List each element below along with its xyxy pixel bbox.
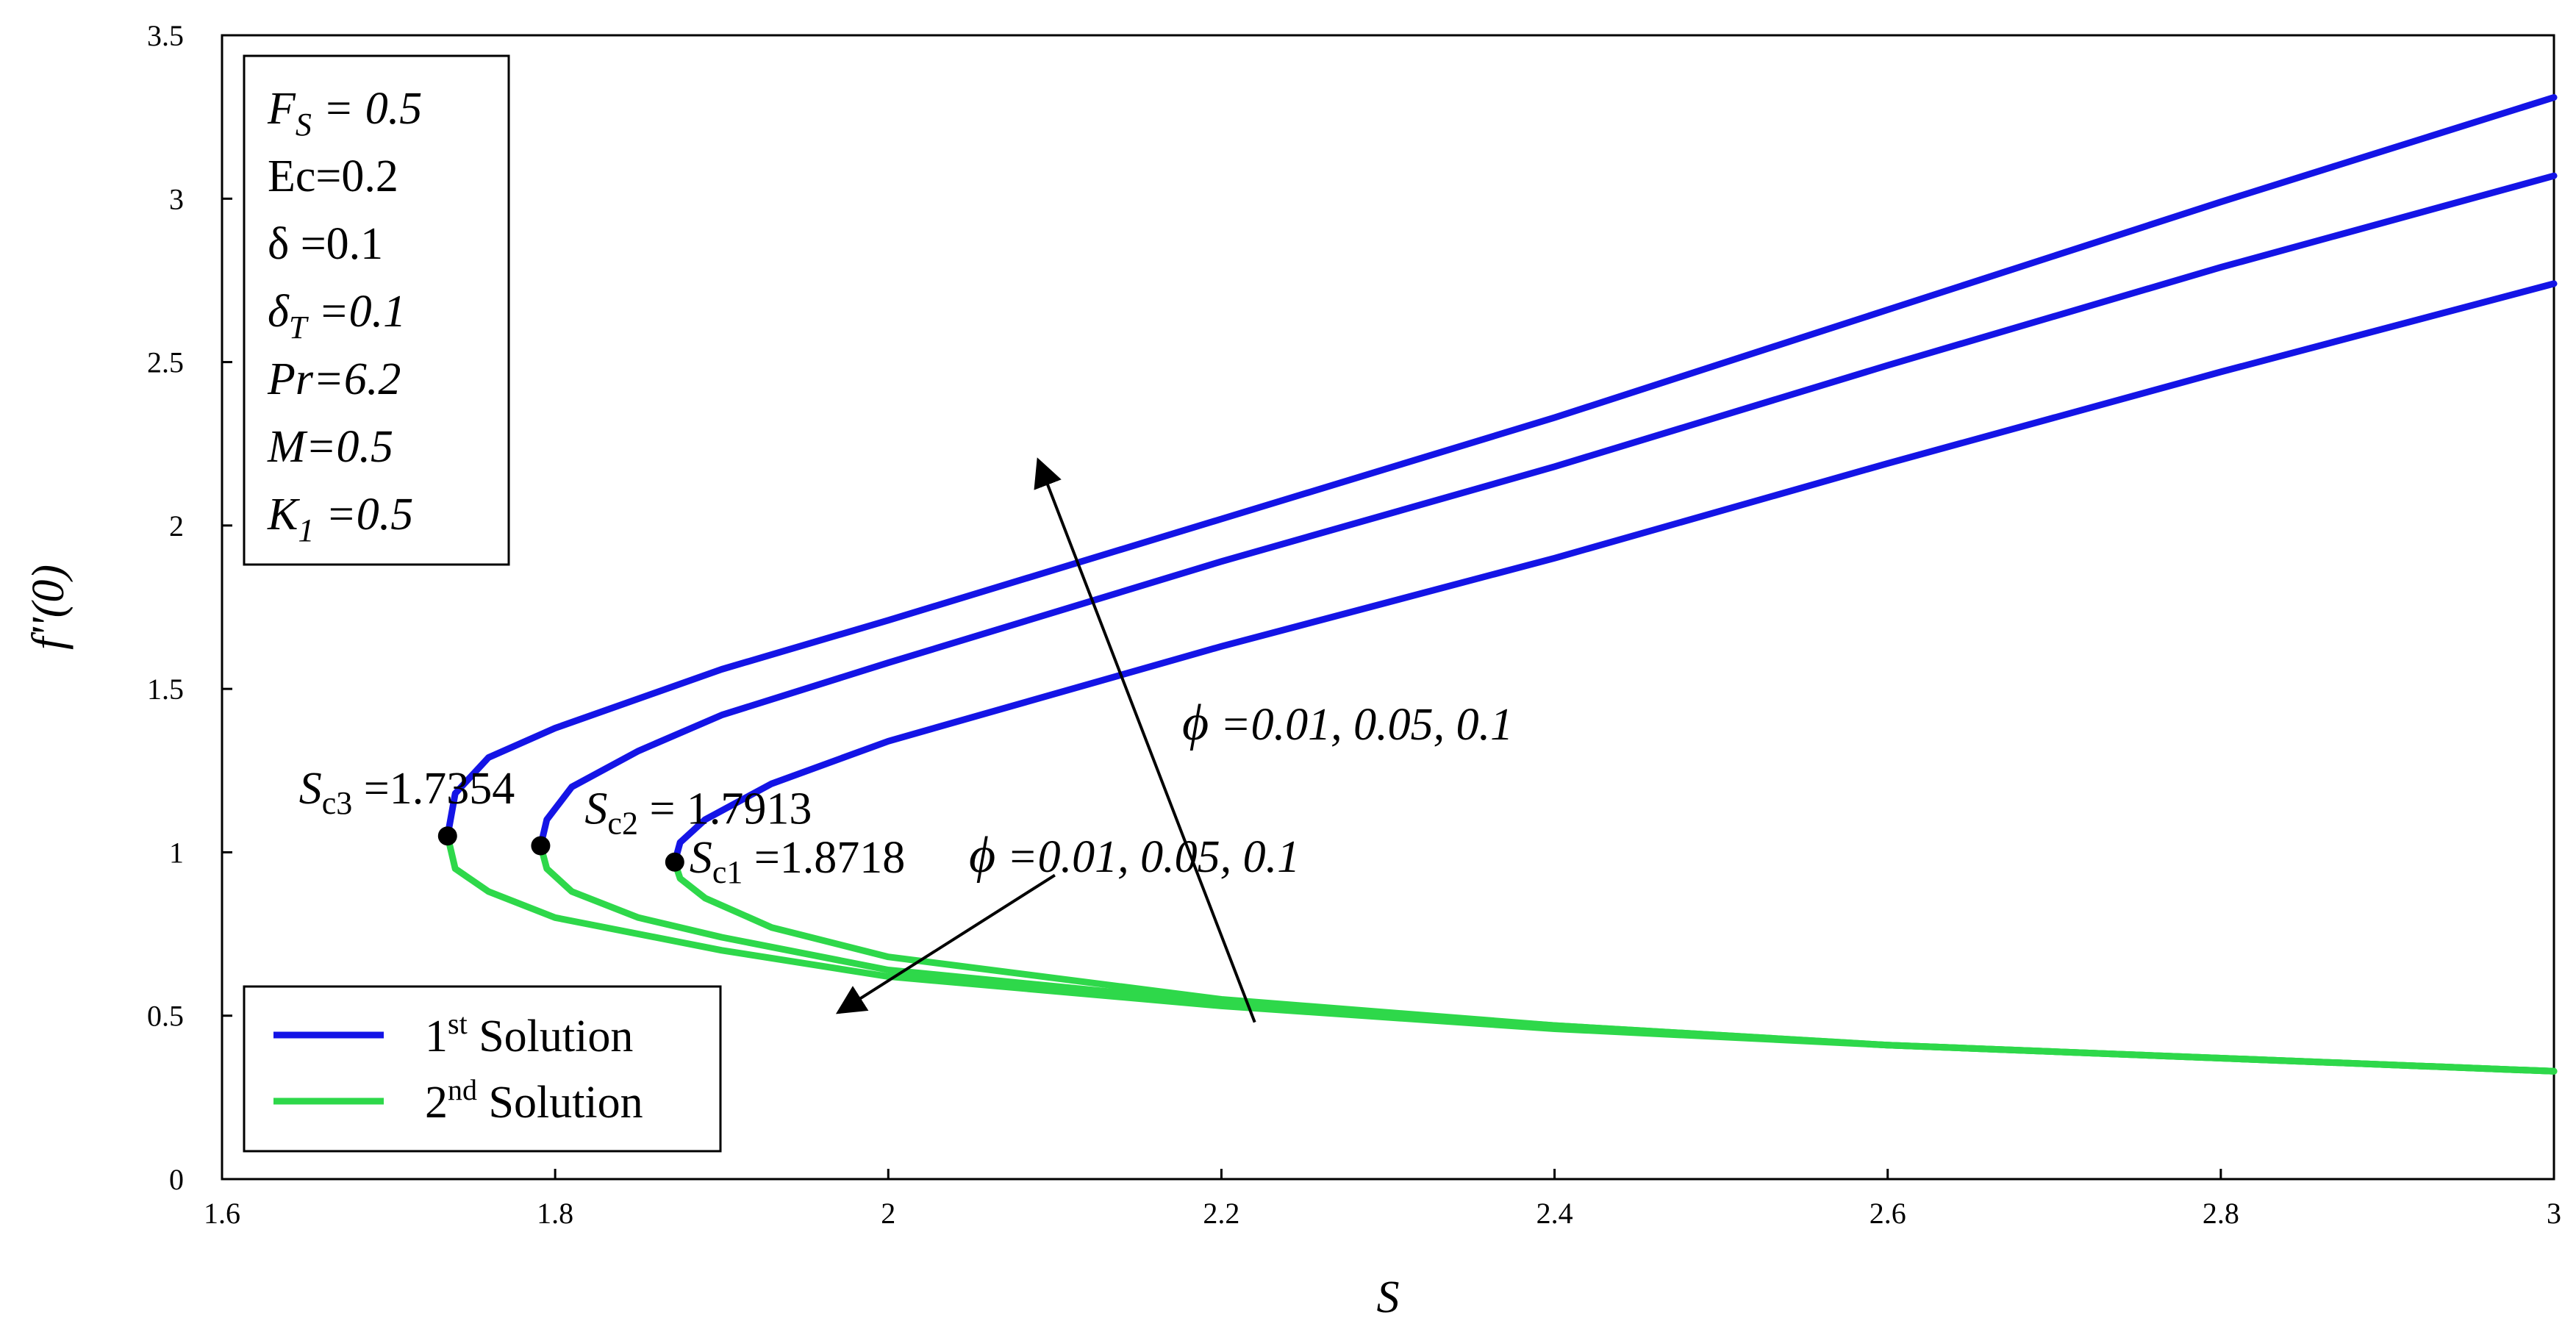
legend-ordinal: 2 [425, 1078, 448, 1128]
phi-arrow [1034, 457, 1256, 1023]
parameter-line: M=0.5 [267, 422, 393, 472]
phi-values: =0.01, 0.05, 0.1 [1209, 700, 1513, 750]
series-first-3-line [671, 280, 2558, 866]
critical-point-symbol: S [584, 784, 607, 834]
parameter-line: δ =0.1 [268, 219, 383, 269]
series-layer [444, 94, 2558, 1075]
parameter-line: K1 =0.5 [267, 490, 413, 548]
legend-superscript: st [448, 1007, 468, 1040]
parameter-value: =6.2 [313, 354, 401, 404]
critical-point-subscript: c1 [712, 854, 743, 890]
legend-text: Solution [477, 1078, 643, 1128]
parameter-value: =0.5 [314, 490, 413, 540]
y-axis-label: f''(0) [24, 565, 74, 650]
parameter-box: FS = 0.5Ec=0.2δ =0.1δT =0.1Pr=6.2M=0.5K1… [243, 54, 510, 566]
y-tick-label: 2.5 [147, 346, 184, 379]
critical-point-label: Sc1 =1.8718 [690, 833, 906, 890]
y-tick-label: 3.5 [147, 19, 184, 52]
parameter-subscript: T [289, 309, 310, 345]
legend-label-1: 1st Solution [425, 1007, 633, 1061]
critical-point-marker [437, 826, 457, 846]
parameter-value: =0.2 [315, 151, 398, 201]
y-tick-label: 1 [169, 836, 184, 869]
parameter-line: Pr=6.2 [267, 354, 401, 404]
series-first-1-line [444, 94, 2558, 839]
parameter-value: =0.5 [306, 422, 393, 472]
x-tick-label: 2.4 [1536, 1197, 1573, 1230]
x-tick-label: 2.2 [1203, 1197, 1239, 1230]
legend-frame [243, 985, 722, 1153]
y-tick-label: 2 [169, 509, 184, 543]
parameter-line: FS = 0.5 [267, 84, 422, 143]
x-tick-label: 2.6 [1870, 1197, 1906, 1230]
legend-superscript: nd [448, 1073, 477, 1106]
critical-point-label: Sc3 =1.7354 [299, 764, 515, 821]
parameter-value: = 0.5 [312, 84, 422, 134]
parameter-symbol: δ [268, 287, 290, 337]
parameter-line: δT =0.1 [268, 287, 406, 345]
critical-point-symbol: S [299, 764, 322, 814]
parameter-symbol: F [267, 84, 296, 134]
parameter-subscript: S [296, 107, 312, 143]
phi-values: =0.01, 0.05, 0.1 [995, 832, 1300, 882]
annotations: ϕ =0.01, 0.05, 0.1ϕ =0.01, 0.05, 0.1 [835, 457, 1513, 1023]
parameter-symbol: δ [268, 219, 289, 269]
legend-text: Solution [468, 1011, 634, 1061]
x-tick-label: 3 [2547, 1197, 2561, 1230]
x-tick-label: 1.6 [204, 1197, 240, 1230]
parameter-symbol: M [267, 422, 308, 472]
x-tick-label: 2 [881, 1197, 895, 1230]
critical-point-subscript: c3 [322, 785, 353, 821]
phi-symbol: ϕ [969, 827, 995, 884]
axes: 1.6 1.8 2 2.2 2.4 2.6 2.8 3 0 0.5 1 1.5 2 2.5 3 3.5 Sf''… [24, 19, 2561, 1322]
critical-point-marker [531, 836, 551, 856]
y-tick-label: 0 [169, 1163, 184, 1196]
x-axis-label: S [1377, 1272, 1400, 1322]
legend-label-2: 2nd Solution [425, 1073, 643, 1128]
y-tick-label: 3 [169, 182, 184, 215]
phi-symbol: ϕ [1182, 695, 1209, 751]
parameter-symbol: Pr [267, 354, 314, 404]
phi-arrow [835, 873, 1056, 1014]
critical-point-subscript: c2 [607, 806, 638, 842]
parameter-symbol: K [267, 490, 301, 540]
parameter-line: Ec=0.2 [268, 151, 398, 201]
critical-point-value: =1.7354 [352, 764, 515, 814]
critical-point-value: = 1.7913 [638, 784, 812, 834]
critical-point-marker [665, 852, 684, 872]
phi-annotation: ϕ =0.01, 0.05, 0.1 [969, 827, 1300, 884]
series-second-3-line [671, 859, 2558, 1075]
parameter-box-frame [243, 54, 510, 566]
parameter-symbol: Ec [268, 151, 315, 201]
y-tick-label: 1.5 [147, 673, 184, 706]
parameter-subscript: 1 [298, 512, 314, 548]
legend-ordinal: 1 [425, 1011, 448, 1061]
phi-annotation: ϕ =0.01, 0.05, 0.1 [1182, 695, 1513, 751]
y-tick-label: 0.5 [147, 1000, 184, 1033]
x-tick-label: 1.8 [537, 1197, 573, 1230]
x-tick-label: 2.8 [2203, 1197, 2239, 1230]
parameter-value: =0.1 [307, 287, 406, 337]
parameter-value: =0.1 [289, 219, 383, 269]
critical-point-label: Sc2 = 1.7913 [584, 784, 812, 842]
series-first-2-line [537, 172, 2558, 849]
critical-point-value: =1.8718 [743, 833, 905, 883]
plot-frame [221, 34, 2555, 1181]
critical-point-symbol: S [690, 833, 712, 883]
